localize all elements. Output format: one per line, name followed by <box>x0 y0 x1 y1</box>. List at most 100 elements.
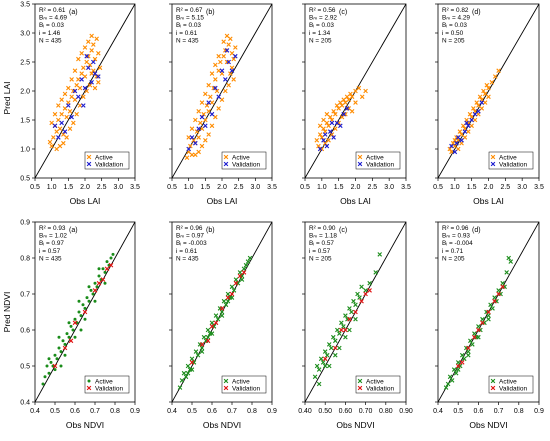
data-point <box>455 360 461 365</box>
plot-area <box>35 222 135 402</box>
data-point <box>476 324 481 329</box>
plot-area <box>305 222 406 402</box>
data-point <box>333 352 338 358</box>
stat-line: N = 435 <box>39 37 62 44</box>
data-point <box>57 346 61 350</box>
x-tick-label: 0.90 <box>399 408 413 415</box>
x-tick-label: 0.5 <box>30 184 40 191</box>
data-point <box>179 378 185 383</box>
data-point <box>469 117 474 123</box>
data-point <box>81 94 86 100</box>
x-tick-label: 0.60 <box>339 408 353 415</box>
x-tick-label: 1.5 <box>63 184 73 191</box>
data-point <box>84 88 89 94</box>
stat-line: Bₘ = 0.93 <box>442 233 470 240</box>
stat-line: Bᵢ = 0.03 <box>176 22 201 29</box>
data-point <box>452 149 458 155</box>
stat-line: Bᵢ = 0.03 <box>39 22 64 29</box>
x-tick-label: 0.80 <box>379 408 393 415</box>
x-tick-label: 0.5 <box>187 408 197 415</box>
data-point <box>52 111 58 117</box>
y-tick-label: 0.9 <box>20 220 30 227</box>
data-point <box>322 356 328 362</box>
data-point <box>59 120 64 126</box>
x-tick-label: 2.5 <box>234 184 244 191</box>
data-point <box>351 298 356 304</box>
data-point <box>226 59 231 65</box>
y-tick-label: 3.0 <box>20 31 30 38</box>
data-point <box>482 100 488 105</box>
data-point <box>324 352 330 358</box>
data-point <box>206 100 211 105</box>
data-point <box>62 129 68 134</box>
data-point <box>226 42 231 47</box>
panels: 0.5 1.0 1.5 2.0 2.5 3.0 3.5 0.5 1.0 1.5 2.0 2.5 3.0 3… <box>20 2 544 431</box>
legend-marker-validation <box>86 161 92 167</box>
data-point <box>91 292 95 296</box>
data-point <box>76 94 81 100</box>
data-point <box>87 285 91 289</box>
data-point <box>377 252 383 257</box>
data-point <box>233 277 239 282</box>
x-tick-label: 2.0 <box>217 184 227 191</box>
data-point <box>353 316 358 322</box>
plot-frame <box>437 221 540 403</box>
legend-label-validation: Validation <box>232 386 260 393</box>
data-point <box>320 360 326 365</box>
plot-frame <box>34 221 136 403</box>
x-tick-label: 0.7 <box>90 408 100 415</box>
plot-area <box>438 4 539 178</box>
data-point <box>72 68 78 73</box>
data-point <box>59 364 63 368</box>
data-point <box>459 138 464 143</box>
data-point <box>317 146 323 152</box>
stat-line: i = 0.57 <box>309 248 331 255</box>
data-point <box>196 126 201 131</box>
data-point <box>193 152 198 158</box>
y-tick-label: 1.0 <box>20 147 30 154</box>
data-point <box>97 274 101 278</box>
data-point <box>355 291 360 297</box>
data-point <box>205 327 211 333</box>
data-point <box>67 126 73 131</box>
data-point <box>194 129 200 134</box>
data-point <box>466 352 471 358</box>
data-point <box>77 85 83 91</box>
data-point <box>223 302 229 308</box>
data-point <box>357 295 362 300</box>
data-point <box>479 100 485 105</box>
data-point <box>454 140 459 146</box>
data-point <box>61 339 65 343</box>
data-point <box>496 288 501 293</box>
data-point <box>241 270 247 275</box>
data-point <box>324 143 330 149</box>
data-point <box>237 273 243 279</box>
legend-marker-active <box>223 378 229 384</box>
legend-box <box>355 151 401 170</box>
stat-line: Bₘ = 4.69 <box>39 15 67 22</box>
legend-box <box>84 151 130 170</box>
data-point <box>111 252 115 256</box>
data-point <box>333 126 338 131</box>
data-point <box>468 338 473 344</box>
data-point <box>73 335 77 339</box>
data-point <box>341 111 347 117</box>
data-point <box>331 109 336 114</box>
data-point <box>196 109 201 114</box>
data-point <box>62 91 68 97</box>
x-tick-label: 0.6 <box>474 408 484 415</box>
stat-line: Bᵢ = -0.003 <box>176 240 207 247</box>
series-validation <box>52 262 114 369</box>
data-point <box>317 132 323 137</box>
data-point <box>53 368 57 372</box>
data-point <box>89 48 94 53</box>
panel-label: (d) <box>472 227 481 234</box>
stat-line: Bᵢ = 0.97 <box>39 240 64 247</box>
data-point <box>86 65 91 71</box>
x-tick-label: 1.0 <box>450 184 460 191</box>
data-point <box>486 316 491 322</box>
data-point <box>97 65 103 71</box>
